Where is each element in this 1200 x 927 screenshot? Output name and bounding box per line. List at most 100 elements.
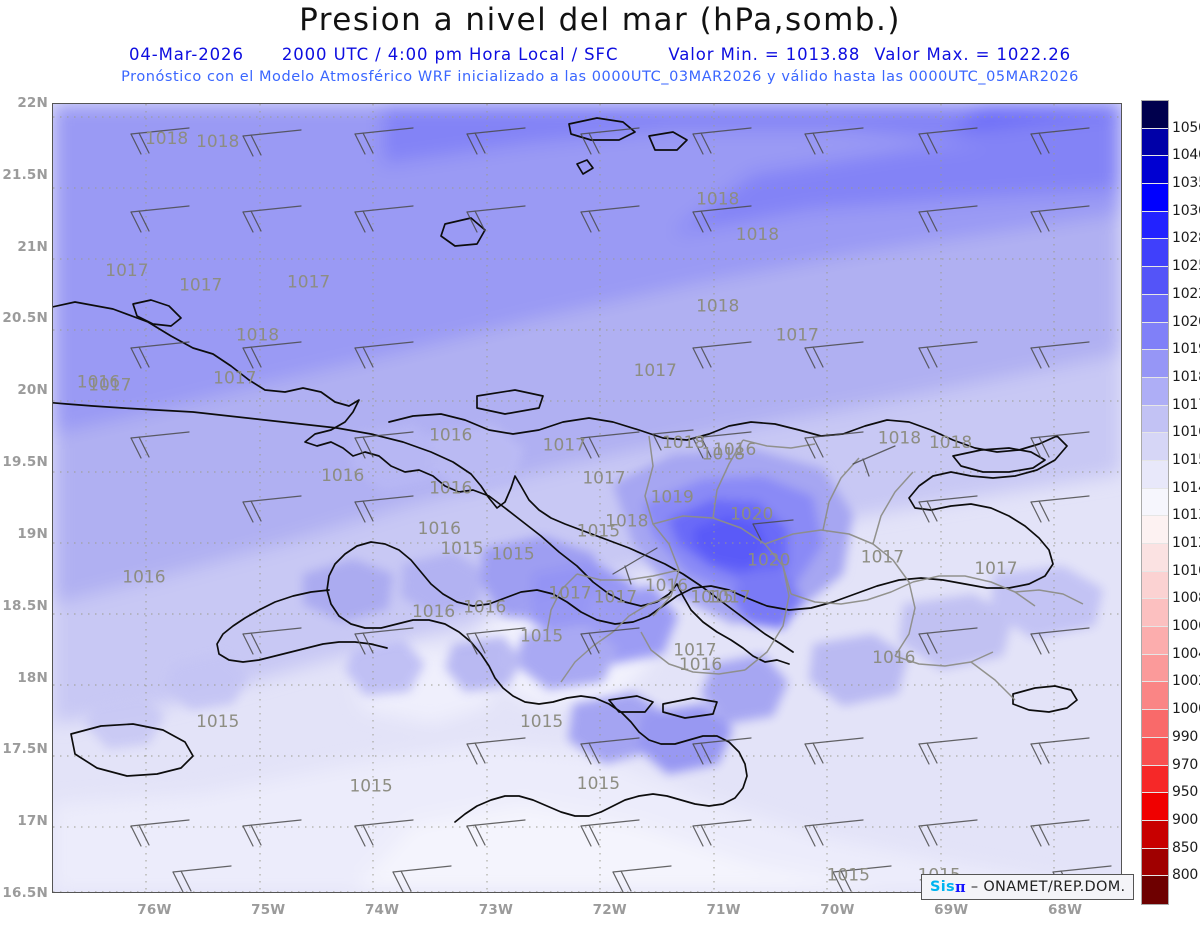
latitude-tick-label: 19.5N (2, 454, 48, 471)
colorbar-tick-label: 1004 (1172, 645, 1200, 662)
colorbar[interactable] (1141, 100, 1169, 905)
colorbar-band (1142, 405, 1168, 434)
contour-label: 1015 (520, 712, 563, 732)
contour-label: 1017 (582, 469, 625, 489)
contour-label: 1015 (577, 774, 620, 794)
colorbar-band (1142, 710, 1168, 738)
colorbar-band (1142, 599, 1168, 628)
map-panel[interactable]: 1018 1018 1018 1018 1017 1017 1017 1018 1017 1018… (52, 103, 1122, 893)
colorbar-tick-label: 1012 (1172, 535, 1200, 552)
colorbar-band (1142, 350, 1168, 378)
longitude-tick-label: 74W (364, 902, 400, 918)
colorbar-band (1142, 101, 1168, 129)
latitude-tick-label: 20.5N (2, 310, 48, 327)
longitude-tick-label: 68W (1047, 902, 1083, 918)
contour-label: 1017 (634, 361, 677, 381)
contour-label: 1016 (321, 466, 364, 486)
contour-label: 1016 (77, 373, 120, 393)
valor-min: Valor Min. = 1013.88 (668, 45, 861, 64)
colorbar-tick-label: 1014 (1172, 479, 1200, 496)
colorbar-band (1142, 627, 1168, 655)
colorbar-tick-label: 1008 (1172, 590, 1200, 607)
colorbar-band (1142, 267, 1168, 295)
contour-label: 1015 (577, 522, 620, 542)
contour-label: 1017 (88, 376, 131, 396)
latitude-tick-label: 17.5N (2, 741, 48, 758)
contour-label: 1018 (878, 429, 921, 449)
latitude-tick-label: 21.5N (2, 166, 48, 183)
contour-label: 1016 (418, 519, 461, 539)
latitude-tick-label: 19N (17, 525, 48, 542)
page-title: Presion a nivel del mar (hPa,somb.) (299, 2, 901, 38)
colorbar-band (1142, 544, 1168, 572)
logo-pi-glyph: π (954, 878, 966, 896)
latitude-tick-label: 16.5N (2, 885, 48, 901)
sistt-onamet-logo: Sis π – ONAMET/REP.DOM. (921, 874, 1135, 900)
latitude-tick-label: 20N (17, 382, 48, 399)
longitude-tick-label: 69W (934, 902, 969, 918)
contour-label: 1017 (548, 583, 591, 603)
colorbar-tick-label: 1018 (1172, 368, 1200, 385)
colorbar-tick-label: 970 (1172, 756, 1199, 773)
colorbar-band (1142, 184, 1168, 212)
colorbar-tick-label: 1002 (1172, 673, 1200, 690)
colorbar-tick-label: 800 (1172, 867, 1199, 884)
contour-label: 1017 (179, 275, 222, 295)
colorbar-band (1142, 294, 1168, 323)
colorbar-band (1142, 516, 1168, 544)
contour-label: 1017 (673, 641, 716, 661)
contour-label: 1016 (463, 598, 506, 618)
contour-label: 1015 (520, 626, 563, 646)
colorbar-band (1142, 793, 1168, 821)
contour-label: 1016 (713, 440, 756, 460)
longitude-tick-label: 71W (706, 902, 741, 918)
contour-label: 1016 (645, 576, 688, 596)
forecast-date: 04-Mar-2026 (128, 45, 244, 64)
colorbar-tick-label: 1030 (1172, 202, 1200, 219)
colorbar-tick-label: 1028 (1172, 230, 1200, 247)
subtitle-line-2: Pronóstico con el Modelo Atmosférico WRF… (121, 69, 1079, 85)
colorbar-band (1142, 488, 1168, 517)
colorbar-band (1142, 737, 1168, 766)
valor-max: Valor Max. = 1022.26 (874, 45, 1072, 64)
contour-label: 1018 (236, 325, 279, 345)
contour-label: 1018 (696, 297, 739, 317)
contour-label: 1017 (861, 548, 904, 568)
logo-agency-text: – ONAMET/REP.DOM. (970, 879, 1126, 895)
contour-label: 1020 (730, 505, 773, 525)
contour-label: 1017 (105, 261, 148, 281)
contour-label: 1015 (440, 539, 483, 559)
contour-label: 1018 (145, 129, 188, 149)
longitude-tick-label: 72W (592, 902, 627, 918)
contour-label: 1018 (662, 433, 705, 453)
contour-label: 1016 (429, 426, 472, 446)
colorbar-band (1142, 820, 1168, 849)
contour-label: 1018 (605, 512, 648, 532)
colorbar-band (1142, 211, 1168, 240)
contour-label: 1017 (543, 436, 586, 456)
contour-label: 1018 (196, 132, 239, 152)
longitude-tick-label: 76W (137, 902, 172, 918)
colorbar-tick-label: 1050 (1172, 119, 1200, 136)
colorbar-band (1142, 571, 1168, 600)
contour-label: 1018 (736, 225, 779, 245)
contour-label: 1017 (594, 588, 637, 608)
longitude-tick-label: 70W (820, 902, 855, 918)
contour-label: 1017 (974, 559, 1017, 579)
colorbar-ticks: 1050 1040 1035 1030 1028 1025 1022 1020 1019 1018… (1172, 100, 1200, 903)
latitude-tick-label: 18N (17, 669, 48, 686)
colorbar-tick-label: 1016 (1172, 424, 1200, 441)
latitude-tick-label: 18.5N (2, 597, 48, 614)
colorbar-tick-label: 900 (1172, 811, 1199, 828)
colorbar-tick-label: 1035 (1172, 175, 1200, 192)
colorbar-tick-label: 1013 (1172, 507, 1200, 524)
colorbar-band (1142, 876, 1168, 904)
colorbar-band (1142, 322, 1168, 351)
colorbar-band (1142, 460, 1168, 489)
logo-sis-text: Sis (930, 879, 955, 895)
colorbar-tick-label: 950 (1172, 784, 1199, 801)
contour-label: 1015 (690, 588, 733, 608)
contour-label: 1016 (429, 479, 472, 499)
colorbar-tick-label: 850 (1172, 839, 1199, 856)
